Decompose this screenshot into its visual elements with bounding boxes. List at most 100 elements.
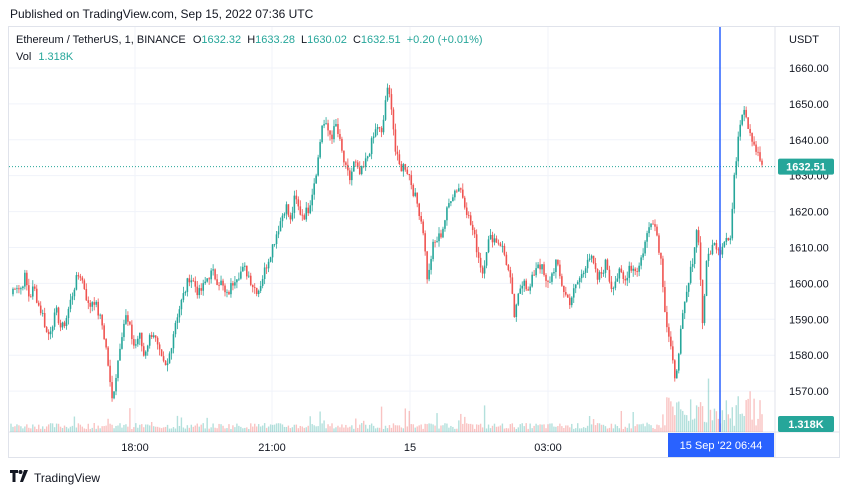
volume-bar	[164, 426, 167, 432]
volume-bar	[402, 428, 405, 432]
volume-bar	[468, 423, 470, 432]
candle-body	[533, 274, 535, 276]
volume-bar	[571, 423, 573, 432]
candle-body	[22, 286, 24, 289]
volume-bar	[410, 424, 412, 432]
volume-bar	[549, 423, 551, 432]
candle-body	[309, 205, 312, 214]
volume-bar	[622, 428, 624, 432]
volume-tag	[778, 416, 834, 432]
volume-bar	[301, 426, 303, 432]
candle-body	[412, 185, 415, 196]
candle-body	[531, 274, 533, 287]
volume-bar	[123, 424, 125, 432]
candle-body	[582, 272, 585, 275]
volume-bar	[359, 424, 361, 432]
volume-bar	[127, 426, 129, 432]
volume-bar	[602, 424, 605, 432]
candle-body	[67, 308, 70, 319]
candle-body	[382, 119, 385, 133]
candle-body	[238, 278, 240, 280]
candle-body	[360, 166, 363, 175]
candle-body	[705, 260, 708, 296]
volume-bar	[493, 423, 496, 432]
candle-body	[594, 263, 597, 269]
candle-body	[396, 151, 399, 155]
volume-bar	[400, 427, 403, 432]
volume-bar	[511, 423, 514, 432]
candle-body	[731, 208, 734, 239]
candle-body	[345, 162, 347, 165]
candle-body	[190, 280, 193, 283]
candle-body	[220, 280, 222, 286]
volume-bar	[289, 428, 292, 432]
volume-bar	[537, 425, 539, 432]
candle-body	[370, 138, 373, 155]
candle-body	[675, 370, 678, 379]
y-tick-label: 1610.00	[789, 242, 829, 254]
volume-bar	[117, 425, 119, 432]
volume-bar	[170, 428, 173, 432]
volume-bar	[180, 417, 183, 432]
candle-body	[279, 221, 282, 232]
volume-bar	[277, 423, 280, 432]
volume-bar	[761, 414, 763, 432]
candle-body	[618, 268, 621, 279]
volume-bar	[406, 426, 409, 432]
candle-body	[487, 239, 490, 253]
candle-body	[372, 136, 375, 139]
candle-body	[576, 282, 579, 285]
volume-bar	[531, 428, 533, 432]
volume-bar	[281, 424, 284, 432]
candle-body	[606, 259, 609, 270]
volume-bar	[232, 425, 234, 432]
volume-bar	[85, 428, 87, 432]
candle-body	[119, 348, 121, 361]
candle-body	[39, 305, 42, 314]
open-value: 1632.32	[201, 34, 242, 46]
candle-body	[654, 224, 656, 227]
volume-bar	[63, 425, 66, 432]
volume-bar	[612, 428, 615, 432]
volume-bar	[22, 428, 24, 432]
candle-body	[364, 158, 367, 167]
tradingview-logo-icon[interactable]	[10, 470, 30, 485]
symbol-label[interactable]: Ethereum / TetherUS, 1, BINANCE	[16, 34, 186, 46]
volume-bar	[670, 401, 672, 432]
candle-body	[325, 123, 327, 125]
volume-bar	[487, 424, 490, 432]
volume-bar	[347, 427, 349, 432]
volume-bar	[259, 426, 262, 432]
candle-body	[283, 213, 286, 216]
volume-bar	[361, 423, 363, 432]
candle-body	[37, 302, 40, 306]
volume-bar	[473, 428, 476, 432]
volume-bar	[325, 428, 327, 432]
volume-bar	[442, 425, 444, 432]
footer-brand[interactable]: TradingView	[34, 470, 101, 485]
volume-bar	[557, 425, 559, 432]
candle-body	[293, 195, 296, 213]
volume-bar	[628, 423, 630, 432]
volume-bar	[263, 423, 266, 432]
candle-body	[420, 216, 422, 222]
candle-body	[584, 268, 587, 273]
candle-body	[109, 365, 111, 383]
volume-bar	[660, 427, 662, 432]
candle-body	[709, 253, 712, 255]
volume-bar	[55, 423, 58, 432]
candle-body	[620, 268, 623, 273]
candle-body	[329, 130, 331, 135]
volume-bar	[216, 428, 218, 432]
candle-body	[505, 254, 508, 266]
candle-body	[273, 244, 276, 245]
candle-body	[460, 188, 462, 190]
volume-bar	[339, 427, 341, 432]
candle-body	[436, 241, 438, 243]
volume-bar	[196, 423, 198, 432]
candle-body	[523, 280, 526, 286]
candle-body	[174, 322, 177, 335]
candle-body	[198, 288, 201, 296]
volume-bar	[273, 424, 276, 432]
